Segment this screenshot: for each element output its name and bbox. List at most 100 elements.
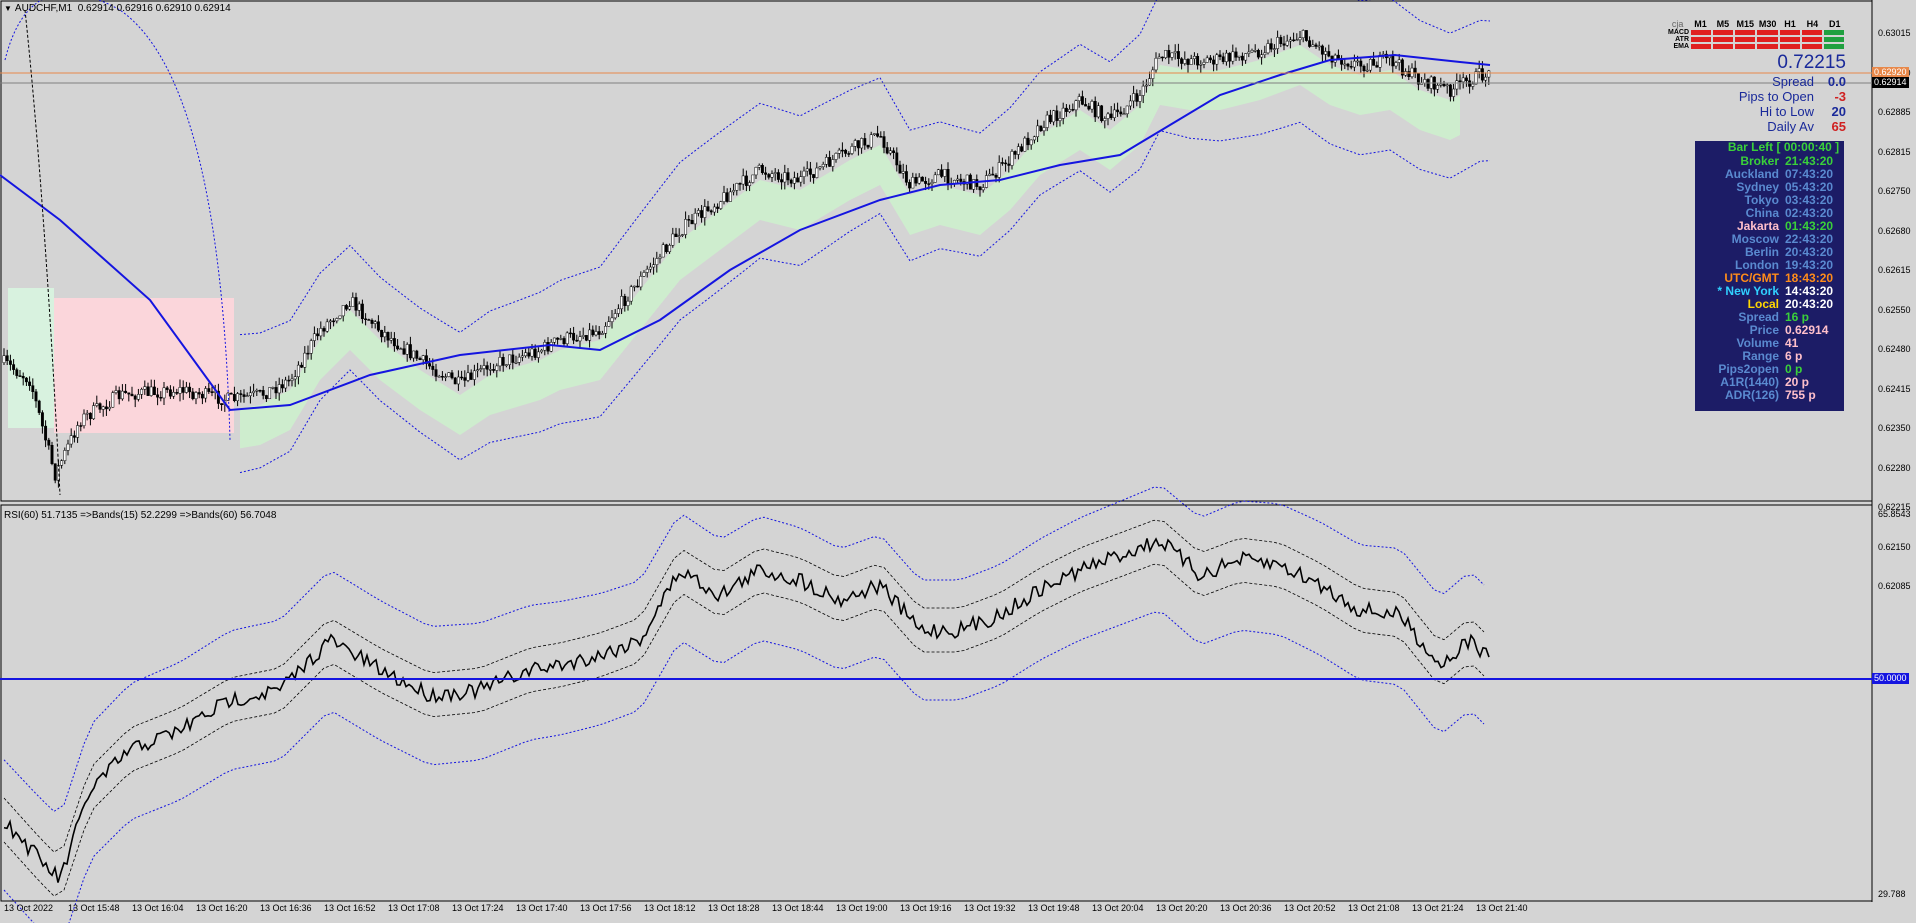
candle-body — [328, 320, 332, 323]
tf-signal-cell — [1757, 30, 1778, 35]
candle-body — [226, 392, 230, 401]
candle-body — [293, 376, 297, 380]
candle-body — [866, 144, 870, 148]
clock-row: Broker 21:43:20 — [1695, 155, 1844, 168]
candle-body — [559, 338, 563, 340]
tf-m1: M1 — [1694, 19, 1707, 29]
tf-row-atr: ATR — [1666, 36, 1846, 43]
candle-body — [456, 376, 460, 385]
arc-band — [24, 9, 61, 496]
candle-body — [933, 174, 937, 183]
candle-body — [108, 406, 112, 410]
candle-body — [357, 303, 361, 311]
candle-body — [101, 406, 105, 410]
candle-body — [117, 390, 121, 400]
clock-city: Price — [1749, 323, 1779, 337]
price-axis-label: 0.62215 — [1878, 502, 1911, 512]
clock-time: 20 p — [1785, 375, 1810, 389]
tf-signal-cell — [1823, 44, 1844, 49]
candle-body — [501, 357, 505, 366]
candle-body — [527, 352, 531, 357]
candle-body — [1352, 60, 1356, 68]
info-row: Hi to Low 20 — [1690, 104, 1846, 119]
candle-body — [319, 328, 323, 337]
candle-body — [815, 167, 819, 178]
candle-body — [1484, 76, 1488, 81]
candle-body — [280, 384, 284, 389]
candle-body — [255, 389, 259, 392]
candle-body — [860, 138, 864, 149]
clock-row: Tokyo 03:43:20 — [1695, 194, 1844, 207]
time-axis-label: 13 Oct 16:20 — [196, 903, 248, 913]
candle-body — [485, 365, 489, 370]
candle-body — [248, 392, 252, 396]
candle-body — [31, 385, 35, 392]
candle-body — [143, 386, 147, 390]
candle-body — [204, 388, 208, 399]
candle-body — [533, 348, 537, 358]
clock-time: 22:43:20 — [1785, 232, 1834, 246]
candle-body — [424, 355, 428, 364]
rsi-level-tag: 50.0000 — [1872, 673, 1909, 684]
candle-body — [562, 338, 566, 345]
candle-body — [1336, 54, 1340, 59]
time-axis-label: 13 Oct 19:00 — [836, 903, 888, 913]
tf-signal-cell — [1823, 30, 1844, 35]
candle-body — [895, 152, 899, 166]
time-axis-label: 13 Oct 21:24 — [1412, 903, 1464, 913]
clock-row: * New York 14:43:20 — [1695, 285, 1844, 298]
candle-body — [706, 206, 710, 211]
candle-body — [495, 365, 499, 371]
clock-city: Spread — [1738, 310, 1779, 324]
candle-body — [1240, 55, 1244, 61]
candle-body — [300, 364, 304, 368]
candle-body — [5, 355, 9, 361]
candle-body — [1144, 84, 1148, 87]
info-value: 0.0 — [1827, 74, 1846, 89]
clock-city: Volume — [1736, 336, 1779, 350]
candle-body — [1016, 146, 1020, 155]
candle-body — [1218, 54, 1222, 57]
trend-band — [240, 45, 1460, 449]
candle-body — [927, 183, 931, 185]
candle-body — [1039, 125, 1043, 132]
candle-body — [623, 296, 627, 306]
candle-body — [76, 425, 80, 438]
timeframe-rows: MACD ATR EMA — [1666, 29, 1846, 50]
candle-body — [1176, 51, 1180, 59]
candle-body — [1343, 63, 1347, 66]
tf-signal-cell — [1823, 37, 1844, 42]
candle-body — [1221, 56, 1225, 62]
candle-body — [348, 306, 352, 310]
time-axis-label: 13 Oct 16:04 — [132, 903, 184, 913]
candle-body — [680, 234, 684, 236]
candle-body — [696, 210, 700, 214]
time-axis-label: 13 Oct 2022 — [4, 903, 54, 913]
candle-body — [498, 357, 502, 367]
candle-body — [1276, 37, 1280, 49]
price-axis-label: 0.62550 — [1878, 304, 1911, 315]
clock-city: Tokyo — [1744, 193, 1779, 207]
candle-body — [1308, 40, 1312, 47]
candle-body — [1426, 79, 1430, 89]
upper-band — [239, 0, 1491, 336]
time-axis-label: 13 Oct 16:36 — [260, 903, 312, 913]
candle-body — [908, 182, 912, 189]
candle-body — [1148, 78, 1152, 86]
tf-m30: M30 — [1758, 19, 1777, 29]
candle-body — [674, 233, 678, 237]
candle-body — [351, 297, 355, 307]
candle-body — [146, 386, 150, 396]
candle-body — [399, 348, 403, 350]
tf-h4: H4 — [1806, 19, 1819, 29]
tf-signal-cell — [1779, 37, 1800, 42]
chart-menu-icon[interactable]: ▼ — [4, 4, 12, 13]
clock-city: Jakarta — [1736, 219, 1779, 233]
candle-body — [1186, 59, 1190, 65]
candle-body — [325, 321, 329, 332]
candle-body — [581, 335, 585, 337]
candle-body — [1128, 100, 1132, 107]
candle-body — [37, 400, 41, 413]
